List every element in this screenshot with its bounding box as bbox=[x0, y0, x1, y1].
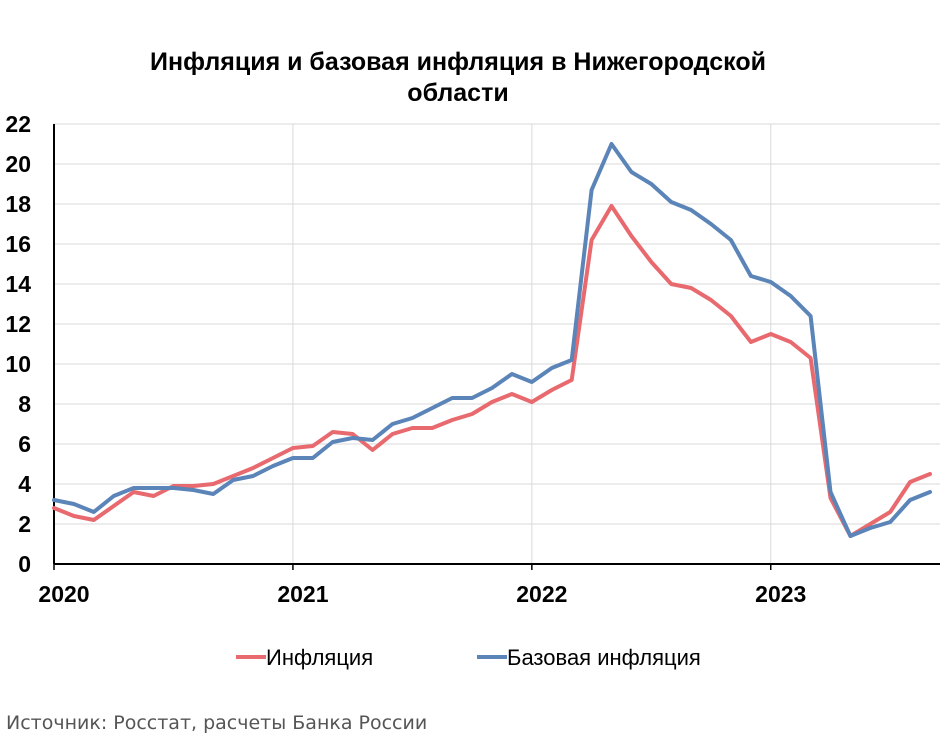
y-tick-label: 14 bbox=[5, 271, 31, 297]
y-tick-label: 4 bbox=[18, 471, 31, 497]
x-axis-ticks: 2020 2021 2022 2023 bbox=[38, 564, 806, 607]
x-tick-label: 2022 bbox=[516, 581, 567, 607]
chart-series bbox=[52, 142, 932, 538]
y-tick-label: 2 bbox=[18, 511, 31, 537]
y-tick-label: 12 bbox=[5, 311, 31, 337]
series-line-core-inflation bbox=[52, 142, 932, 538]
y-tick-label: 20 bbox=[5, 151, 31, 177]
y-tick-label: 8 bbox=[18, 391, 31, 417]
source-note: Источник: Росстат, расчеты Банка России bbox=[6, 712, 428, 734]
legend-label: Инфляция bbox=[266, 645, 373, 670]
chart-gridlines bbox=[54, 123, 940, 564]
chart-legend: Инфляция Базовая инфляция bbox=[236, 645, 701, 670]
x-tick-label: 2023 bbox=[755, 581, 806, 607]
x-tick-label: 2020 bbox=[38, 581, 89, 607]
y-tick-label: 10 bbox=[5, 351, 31, 377]
y-tick-label: 6 bbox=[18, 431, 31, 457]
y-tick-label: 18 bbox=[5, 191, 31, 217]
series-line-inflation bbox=[52, 204, 932, 538]
chart-title-line: Инфляция и базовая инфляция в Нижегородс… bbox=[150, 48, 766, 76]
x-tick-label: 2021 bbox=[277, 581, 328, 607]
y-tick-label: 0 bbox=[18, 551, 31, 577]
y-tick-label: 16 bbox=[5, 231, 31, 257]
chart-title-line: области bbox=[407, 79, 508, 107]
legend-label: Базовая инфляция bbox=[507, 645, 701, 670]
y-tick-label: 22 bbox=[5, 111, 31, 137]
chart-axes bbox=[53, 124, 940, 565]
chart-title: Инфляция и базовая инфляция в Нижегородс… bbox=[150, 48, 766, 107]
y-axis-ticks: 0 2 4 6 8 10 12 14 16 18 20 22 bbox=[5, 111, 31, 577]
